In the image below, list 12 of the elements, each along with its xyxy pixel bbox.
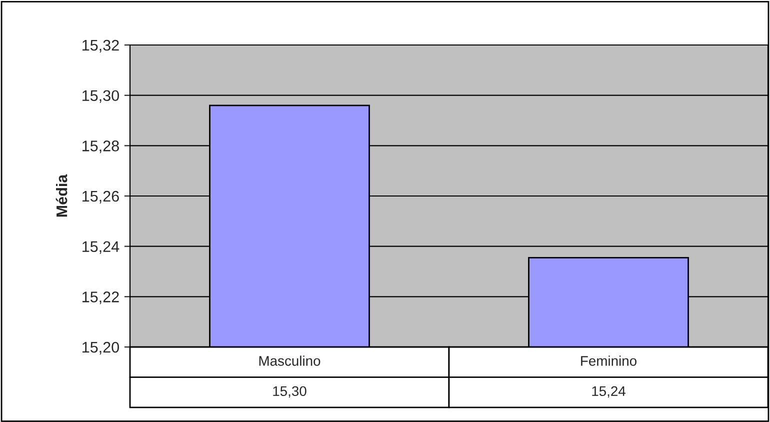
y-tick-label: 15,32 [82,40,119,52]
y-tick-label: 15,26 [82,190,119,204]
y-tick-label: 15,22 [82,292,119,304]
y-tick-label: 15,30 [82,90,119,103]
x-tick-label: Feminino [581,356,636,366]
data-label: 15,30 [273,386,306,398]
y-tick-label: 15,20 [82,342,119,354]
data-label: 15,24 [592,386,626,398]
y-axis-title: Média [56,174,68,217]
y-tick-label: 15,28 [82,140,119,154]
y-tick-label: 15,24 [82,241,120,254]
x-tick-label: Masculino [259,356,320,366]
